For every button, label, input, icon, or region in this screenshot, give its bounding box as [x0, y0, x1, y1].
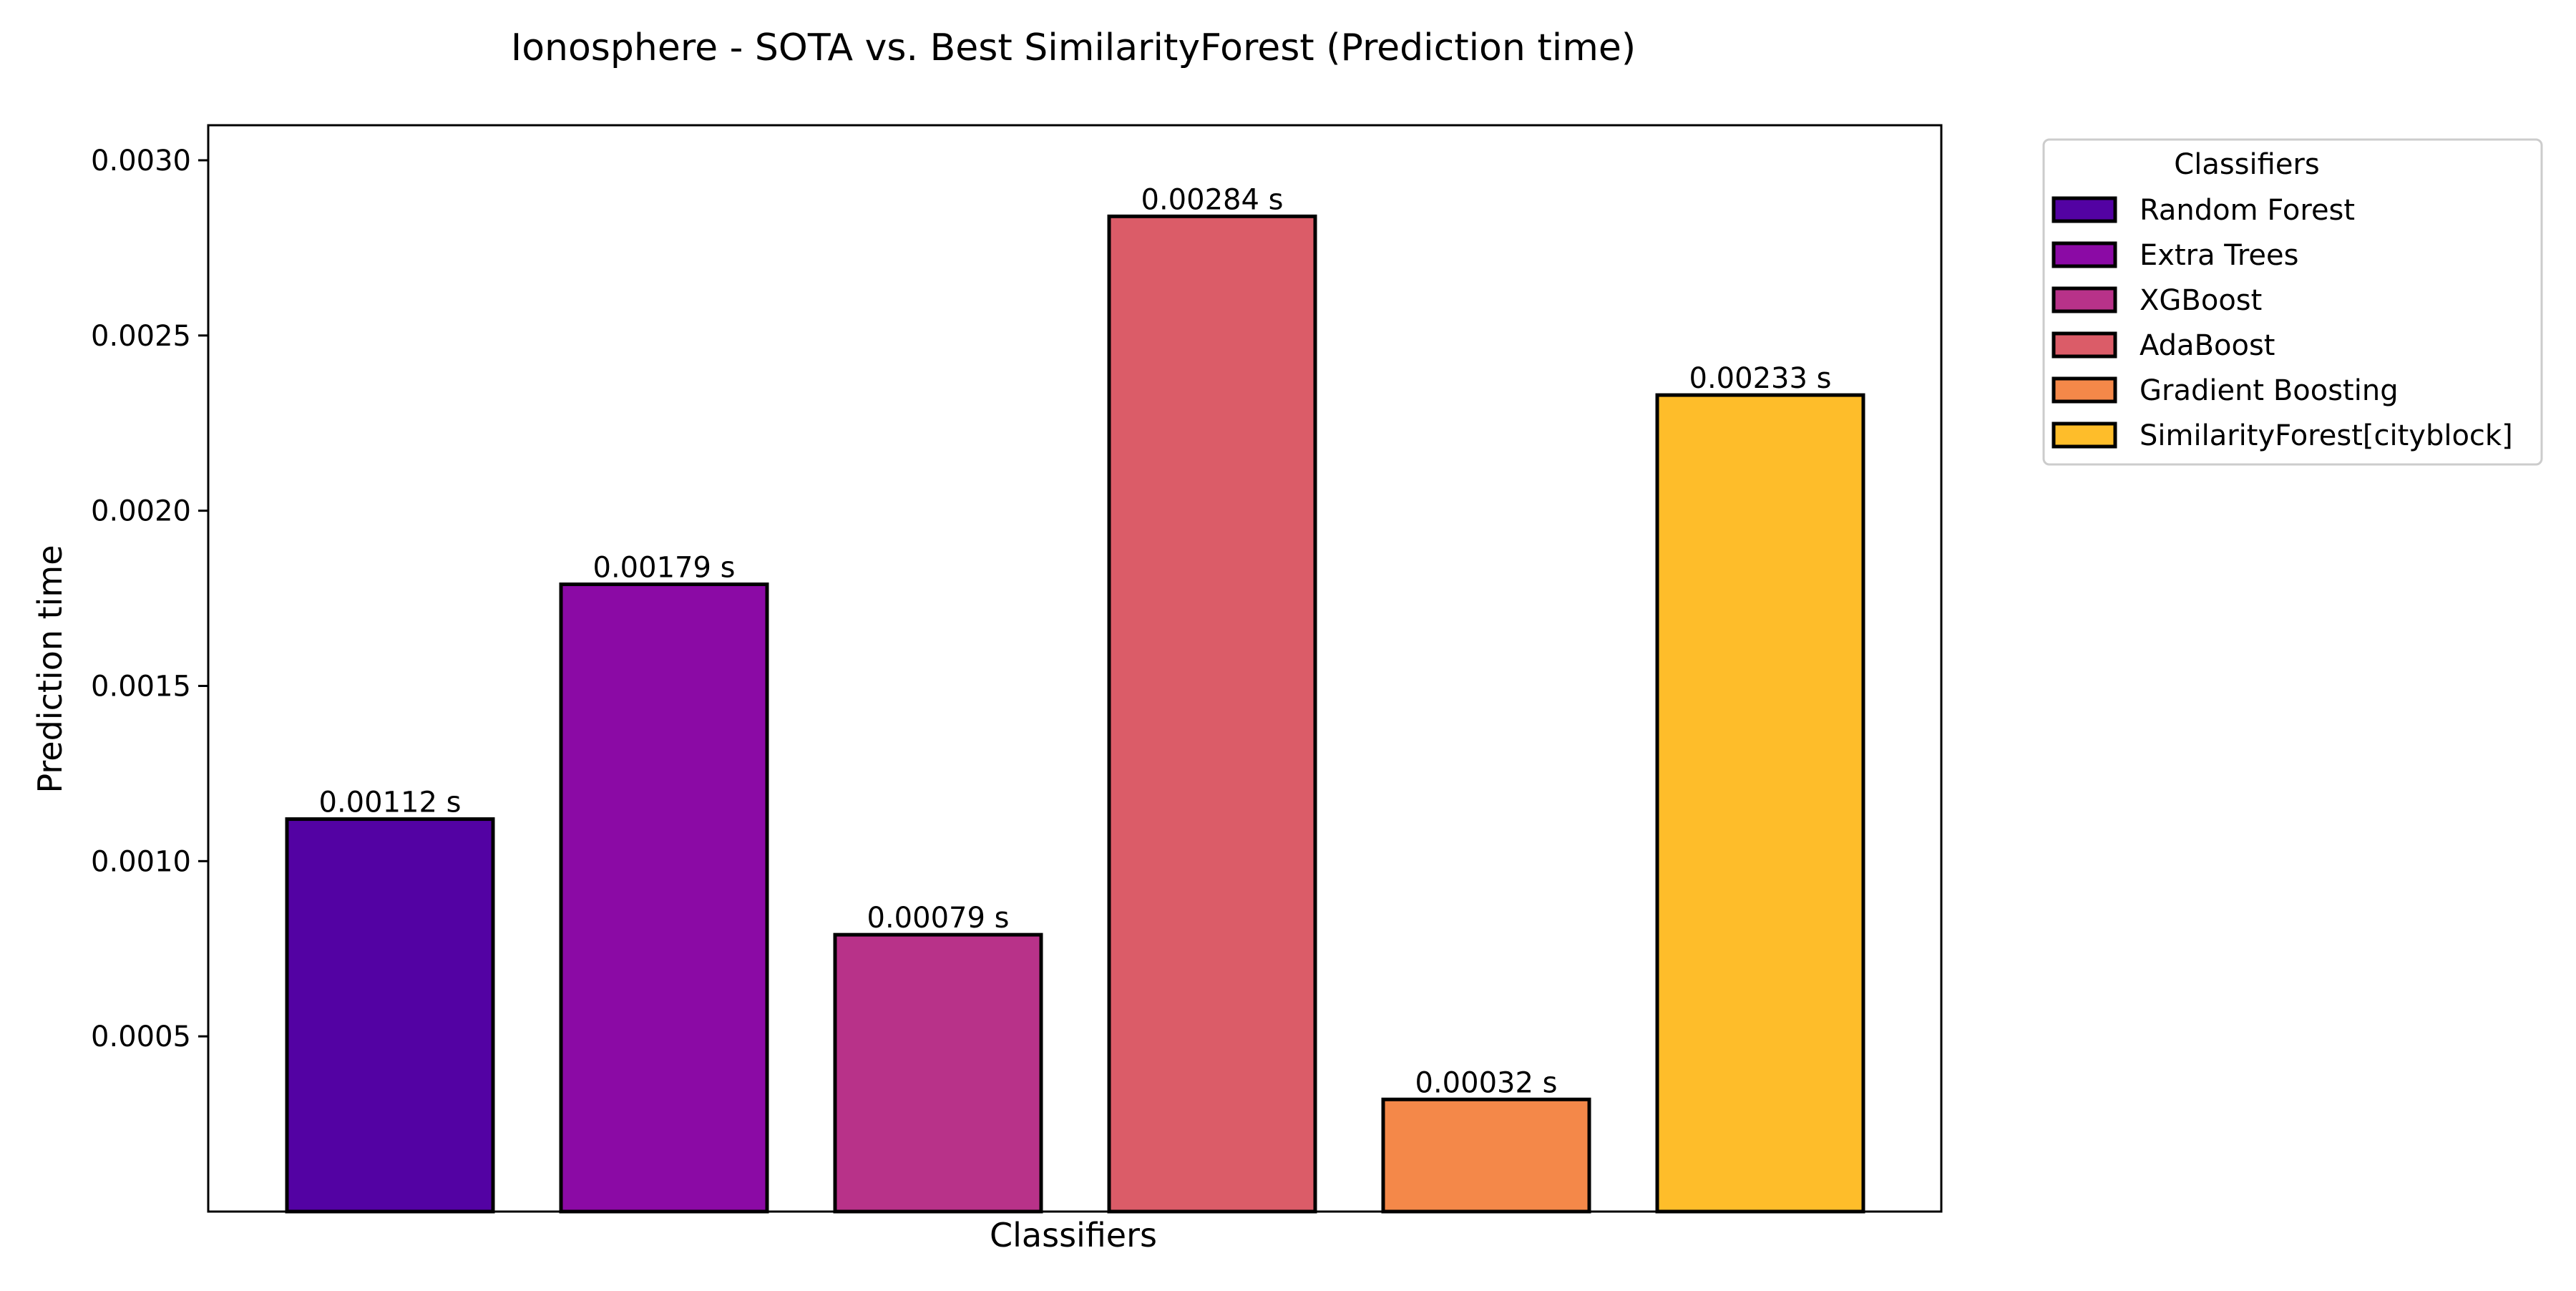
- bar-value-label: 0.00079 s: [867, 902, 1010, 935]
- bar-series: [285, 214, 1865, 1214]
- bar-value-label: 0.00179 s: [593, 551, 736, 584]
- bar-value-label: 0.00112 s: [319, 786, 462, 819]
- y-tick-label: 0.0025: [91, 320, 191, 353]
- bar-value-label: 0.00284 s: [1141, 183, 1284, 216]
- legend-entry-label: SimilarityForest[cityblock]: [2140, 419, 2513, 452]
- legend-entry-label: Extra Trees: [2140, 239, 2298, 272]
- legend-swatch: [2051, 196, 2117, 223]
- bar-value-label: 0.00233 s: [1689, 362, 1832, 395]
- legend-swatch: [2051, 376, 2117, 404]
- y-tick-label: 0.0010: [91, 845, 191, 878]
- legend-entry-label: Gradient Boosting: [2140, 374, 2399, 407]
- legend-swatch: [2051, 331, 2117, 359]
- legend-items: Random Forest Extra Trees XGBoost AdaBoost G…: [2051, 194, 2513, 452]
- x-axis-label: Classifiers: [990, 1216, 1157, 1255]
- y-tick-label: 0.0030: [91, 145, 191, 177]
- y-tick-label: 0.0015: [91, 670, 191, 703]
- plot-area-frame: [207, 124, 1943, 1213]
- y-axis-label: Prediction time: [31, 545, 69, 793]
- bar-adaboost: [1107, 214, 1317, 1214]
- bar-gradient-boosting: [1381, 1097, 1591, 1214]
- legend-swatch: [2051, 286, 2117, 313]
- y-tick-label: 0.0020: [91, 495, 191, 528]
- bar-random-forest: [285, 817, 495, 1214]
- legend-box: [2042, 138, 2543, 466]
- legend-entry-label: AdaBoost: [2140, 329, 2275, 362]
- bar-value-label: 0.00032 s: [1415, 1066, 1558, 1099]
- legend-entry-label: Random Forest: [2140, 194, 2355, 227]
- legend: Classifiers Random Forest Extra Trees XGBo…: [2042, 138, 2543, 466]
- legend-swatch: [2051, 422, 2117, 449]
- legend-swatch: [2051, 241, 2117, 268]
- bar-data-labels: 0.00112 s 0.00179 s 0.00079 s 0.00284 s 0.00…: [319, 183, 1832, 1099]
- y-axis-ticks: 0.0005 0.0010 0.0015 0.0020 0.0025 0.0030: [91, 145, 208, 1053]
- chart-title: Ionosphere - SOTA vs. Best SimilarityFor…: [511, 26, 1636, 69]
- bar-xgboost: [833, 932, 1043, 1214]
- legend-entry-label: XGBoost: [2140, 284, 2262, 317]
- bar-extra-trees: [559, 582, 769, 1214]
- bar-similarityforest-cityblock: [1655, 393, 1865, 1214]
- y-tick-label: 0.0005: [91, 1020, 191, 1053]
- legend-title: Classifiers: [2174, 148, 2319, 181]
